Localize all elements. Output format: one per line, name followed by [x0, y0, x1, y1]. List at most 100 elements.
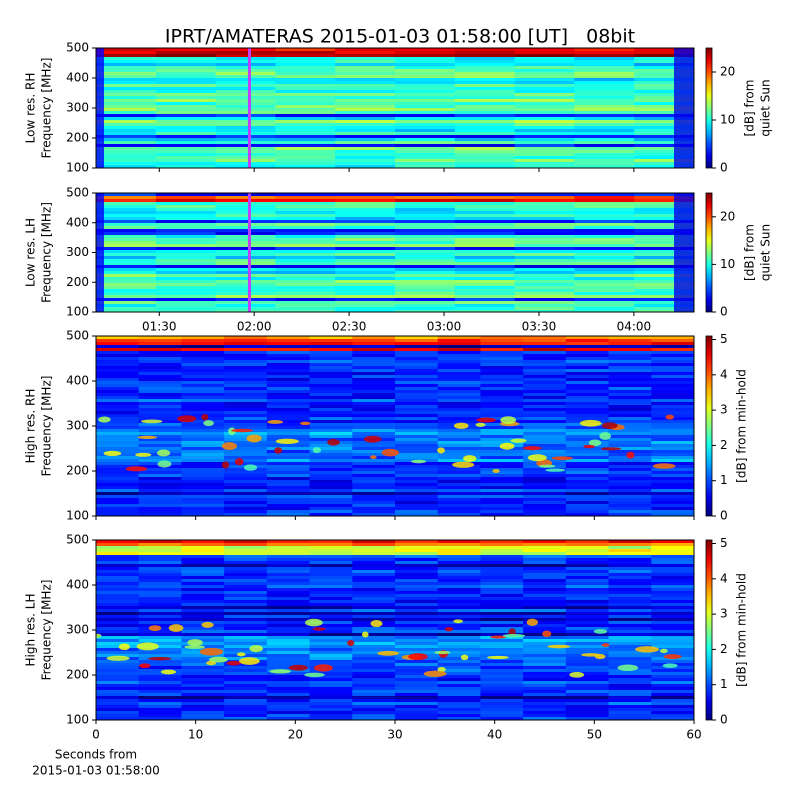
spectrogram-cell: [514, 310, 575, 312]
spectrogram-cell: [608, 384, 652, 388]
spectrogram-cell: [266, 597, 311, 601]
spectrogram-cell: [574, 229, 635, 233]
spectrogram-cell: [395, 48, 456, 52]
spectrogram-cell: [224, 384, 268, 388]
colorbar: [705, 192, 713, 313]
spectrogram-cell: [565, 489, 610, 493]
spectrogram-cell: [634, 69, 694, 73]
spectrogram-cell: [309, 600, 353, 604]
spectrogram-cell: [215, 144, 276, 148]
spectrogram-cell: [309, 480, 353, 484]
spectrogram-cell: [309, 378, 353, 382]
spectrogram-cell: [266, 477, 311, 481]
spectrogram-cell: [514, 69, 575, 73]
spectrogram-cell: [608, 648, 652, 652]
spectrogram-cell: [352, 570, 396, 574]
spectrogram-cell: [514, 307, 575, 311]
spectrogram-cell: [634, 90, 694, 94]
spectrogram-cell: [155, 259, 217, 263]
spectrogram-cell: [454, 301, 516, 305]
spectrogram-cell: [275, 66, 336, 70]
spectrogram-cell: [514, 256, 575, 260]
spectrogram-cell: [181, 693, 225, 697]
spectrogram-cell: [215, 244, 276, 248]
spectrogram-cell: [437, 375, 481, 379]
spectrogram-cell: [634, 81, 694, 85]
spectrogram-cell: [514, 199, 575, 203]
spectrogram-cell: [514, 90, 575, 94]
spectrogram-cell: [651, 669, 694, 673]
spectrogram-cell: [395, 60, 456, 64]
y-tick-label: 300: [66, 101, 89, 115]
spectrogram-cell: [96, 60, 157, 64]
spectrogram-cell: [565, 621, 610, 625]
spectrogram-cell: [574, 78, 635, 82]
spectrogram-cell: [634, 162, 694, 166]
spectrogram-cell: [138, 606, 182, 610]
spectrogram-cell: [651, 471, 694, 475]
spectrogram-cell: [523, 561, 567, 565]
spectrogram-cell: [437, 513, 481, 516]
burst: [313, 664, 333, 672]
spectrogram-cell: [266, 423, 311, 427]
spectrogram-cell: [523, 696, 567, 700]
spectrogram-cell: [395, 417, 439, 421]
spectrogram-cell: [275, 60, 336, 64]
spectrogram-cell: [608, 345, 652, 349]
spectrogram-cell: [480, 690, 524, 694]
spectrogram-cell: [335, 217, 396, 221]
spectrogram-cell: [138, 591, 182, 595]
spectrogram-cell: [138, 492, 182, 496]
spectrogram-cell: [309, 552, 353, 556]
spectrogram-cell: [523, 669, 567, 673]
spectrogram-cell: [523, 543, 567, 547]
spectrogram-cell: [395, 226, 456, 230]
spectrogram-cell: [96, 150, 157, 154]
spectrogram-cell: [454, 217, 516, 221]
spectrogram-cell: [352, 360, 396, 364]
spectrogram-cell: [96, 588, 140, 592]
spectrogram-cell: [138, 615, 182, 619]
spectrogram-cell: [454, 265, 516, 269]
spectrogram-cell: [181, 390, 225, 394]
burst: [626, 451, 635, 459]
spectrogram-cell: [565, 660, 610, 664]
burst: [234, 458, 244, 466]
spectrogram-cell: [437, 639, 481, 643]
spectrogram-cell: [224, 540, 268, 544]
spectrogram-cell: [437, 567, 481, 571]
burst: [238, 657, 260, 665]
spectrogram-cell: [275, 150, 336, 154]
spectrogram-cell: [155, 156, 217, 160]
spectrogram-cell: [309, 420, 353, 424]
spectrogram-cell: [215, 196, 276, 200]
spectrogram-cell: [437, 495, 481, 499]
spectrogram-cell: [266, 507, 311, 511]
spectrogram-cell: [395, 199, 456, 203]
spectrogram-cell: [395, 711, 439, 715]
spectrogram-cell: [608, 597, 652, 601]
spectrogram-cell: [352, 474, 396, 478]
spectrogram-cell: [138, 546, 182, 550]
spectrogram-cell: [155, 51, 217, 55]
spectrogram-cell: [565, 687, 610, 691]
spectrogram-cell: [96, 639, 140, 643]
spectrogram-cell: [352, 495, 396, 499]
spectrogram-cell: [309, 582, 353, 586]
spectrogram-cell: [352, 471, 396, 475]
spectrogram-cell: [523, 624, 567, 628]
spectrogram-cell: [480, 546, 524, 550]
spectrogram-cell: [138, 435, 182, 439]
spectrogram-cell: [437, 471, 481, 475]
spectrogram-cell: [309, 546, 353, 550]
spectrogram-cell: [565, 681, 610, 685]
y-tick-label: 300: [66, 245, 89, 259]
spectrogram-cell: [565, 366, 610, 370]
spectrogram-cell: [454, 277, 516, 281]
spectrogram-cell: [523, 609, 567, 613]
spectrogram-cell: [309, 471, 353, 475]
spectrogram-cell: [395, 633, 439, 637]
spectrogram-cell: [96, 384, 140, 388]
spectrogram-cell: [523, 390, 567, 394]
spectrogram-cell: [181, 510, 225, 514]
